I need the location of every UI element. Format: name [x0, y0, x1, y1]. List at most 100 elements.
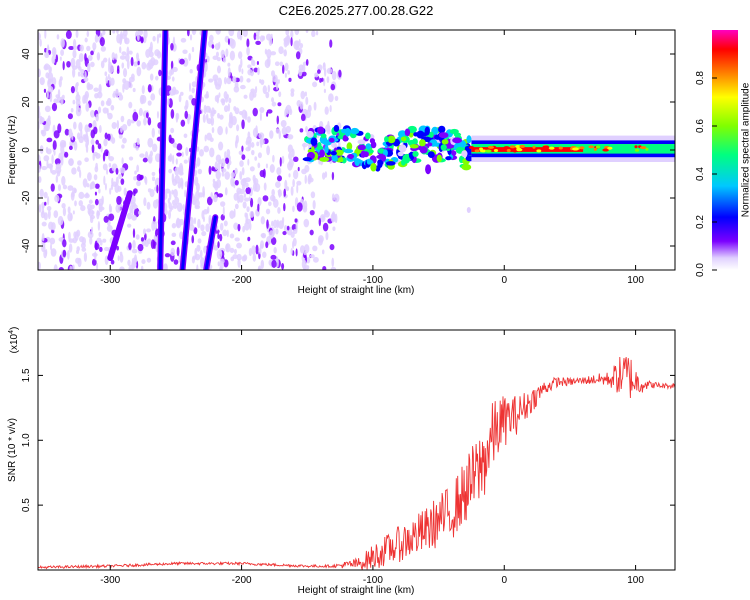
noise-blob [292, 169, 299, 180]
carrier-blob [412, 150, 419, 157]
noise-blob [297, 166, 300, 172]
carrier-blob [319, 156, 330, 162]
carrier-blob [387, 135, 396, 144]
noise-blob [94, 240, 98, 251]
streak-line [158, 30, 167, 270]
noise-blob [234, 203, 239, 210]
noise-blob [196, 146, 200, 152]
noise-blob [229, 247, 235, 254]
carrier-blob [370, 141, 377, 149]
noise-blob [292, 178, 295, 188]
noise-blob [72, 264, 75, 270]
noise-blob [287, 70, 290, 75]
noise-blob [326, 67, 333, 75]
noise-blob [38, 176, 42, 183]
noise-blob [187, 116, 190, 125]
carrier-hotspot [595, 145, 601, 149]
noise-blob [150, 239, 156, 250]
noise-blob [208, 107, 211, 114]
noise-blob [179, 231, 184, 240]
noise-blob [117, 65, 120, 72]
noise-blob [123, 187, 127, 197]
noise-blob [221, 168, 227, 173]
noise-blob [91, 258, 97, 266]
noise-blob [294, 30, 300, 36]
carrier-hotspot [579, 146, 585, 150]
noise-blob [119, 46, 122, 54]
noise-blob [265, 91, 270, 99]
noise-blob [115, 88, 119, 98]
noise-blob [170, 127, 175, 134]
noise-blob [64, 128, 70, 136]
noise-blob [149, 41, 153, 52]
noise-blob [243, 254, 248, 261]
noise-blob [281, 155, 285, 164]
noise-blob [333, 193, 340, 203]
noise-blob [204, 134, 207, 142]
streak-line [180, 30, 207, 270]
noise-blob [131, 195, 136, 205]
noise-blob [129, 205, 133, 214]
noise-blob [98, 83, 102, 94]
noise-blob [300, 90, 306, 100]
noise-blob [103, 175, 106, 186]
carrier-blob [324, 145, 329, 154]
noise-blob [39, 38, 42, 47]
noise-blob [88, 123, 93, 128]
noise-blob [197, 168, 203, 175]
noise-blob [182, 204, 185, 211]
noise-blob [149, 73, 154, 81]
noise-blob [151, 171, 156, 176]
noise-blob [334, 95, 339, 102]
noise-blob [288, 173, 291, 178]
noise-blob [284, 35, 290, 46]
noise-blob [218, 92, 221, 98]
noise-blob [257, 67, 260, 76]
noise-blob [227, 103, 231, 112]
noise-blob [147, 188, 152, 193]
noise-blob [101, 195, 104, 205]
noise-blob [127, 259, 131, 266]
noise-blob [302, 205, 308, 213]
noise-blob [61, 175, 66, 186]
noise-blob [56, 34, 60, 40]
noise-blob [219, 222, 224, 231]
noise-blob [122, 137, 127, 144]
noise-blob [271, 101, 277, 107]
noise-blob [118, 134, 123, 139]
noise-blob [247, 236, 251, 242]
noise-blob [38, 32, 41, 41]
noise-blob [168, 209, 172, 220]
noise-blob [209, 137, 214, 142]
noise-blob [313, 101, 317, 111]
noise-blob [227, 62, 231, 67]
noise-blob [322, 265, 327, 270]
noise-blob [224, 187, 228, 196]
noise-blob [99, 206, 105, 211]
noise-blob [174, 196, 180, 205]
noise-blob [171, 223, 177, 229]
noise-blob [100, 146, 103, 153]
x-tick-label: -300 [100, 275, 120, 286]
noise-blob [242, 177, 247, 184]
noise-blob [236, 242, 242, 249]
noise-blob [84, 157, 89, 163]
noise-blob [52, 140, 57, 151]
noise-blob [115, 167, 119, 175]
noise-blob [222, 206, 225, 216]
noise-blob [268, 37, 273, 46]
noise-blob [96, 52, 101, 61]
noise-blob [57, 184, 62, 192]
noise-blob [213, 194, 218, 203]
noise-blob [203, 245, 207, 254]
noise-blob [191, 30, 197, 36]
noise-blob [223, 105, 229, 113]
noise-blob [66, 60, 71, 68]
noise-blob [202, 113, 206, 123]
noise-blob [58, 267, 64, 270]
noise-blob [47, 71, 54, 82]
noise-blob [296, 99, 302, 107]
noise-blob [274, 61, 280, 67]
carrier-blob [331, 154, 338, 162]
